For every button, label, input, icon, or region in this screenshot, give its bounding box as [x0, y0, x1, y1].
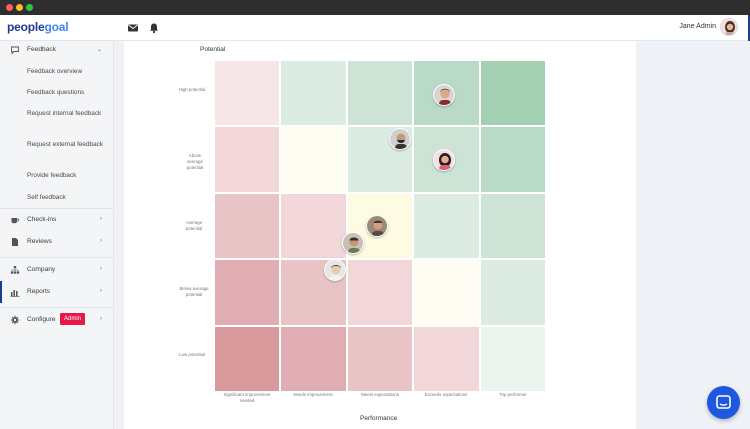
- employee-avatar[interactable]: [433, 149, 455, 171]
- maximize-window-button[interactable]: [26, 4, 33, 11]
- employee-avatar[interactable]: [342, 232, 364, 254]
- active-indicator: [0, 281, 2, 303]
- chevron-down-icon: ⌄: [96, 47, 102, 53]
- sidebar-item-label: Company: [27, 266, 56, 273]
- chevron-right-icon: ›: [100, 238, 102, 244]
- grid-cell[interactable]: [214, 259, 281, 326]
- grid-cell[interactable]: [280, 325, 347, 392]
- sidebar-item-reviews[interactable]: Reviews ›: [0, 233, 114, 251]
- employee-avatar[interactable]: [366, 215, 388, 237]
- grid-cell[interactable]: [280, 60, 347, 127]
- minimize-window-button[interactable]: [16, 4, 23, 11]
- grid-cell[interactable]: [479, 192, 546, 260]
- grid-cell[interactable]: [214, 60, 281, 127]
- user-name[interactable]: Jane Admin: [679, 23, 716, 30]
- grid-cell[interactable]: [413, 325, 480, 392]
- sidebar-item-feedback[interactable]: Feedback ⌄: [0, 41, 114, 59]
- grid-cell[interactable]: [346, 60, 414, 127]
- x-axis-title: Performance: [360, 415, 398, 422]
- grid-cell[interactable]: [479, 259, 546, 326]
- grid-cell[interactable]: [413, 192, 480, 260]
- sidebar-divider: [0, 307, 114, 308]
- grid-cell[interactable]: [413, 259, 480, 326]
- grid-cell[interactable]: [479, 60, 546, 127]
- employee-avatar[interactable]: [433, 84, 455, 106]
- sidebar-item-check-ins[interactable]: Check-ins ›: [0, 211, 114, 229]
- x-tick-label: Needs improvement: [293, 392, 333, 397]
- sidebar-item-company[interactable]: Company ›: [0, 261, 114, 279]
- grid-cell[interactable]: [346, 325, 414, 392]
- sidebar-subitem-self-feedback[interactable]: Self feedback: [27, 194, 66, 201]
- speech-bubble-icon: [11, 46, 19, 55]
- chat-launcher-button[interactable]: [707, 386, 740, 419]
- employee-avatar[interactable]: [324, 259, 346, 281]
- chevron-right-icon: ›: [100, 288, 102, 294]
- x-tick-label: Meets expectations: [361, 392, 399, 397]
- sidebar-item-label: Feedback: [27, 46, 56, 53]
- grid-cell[interactable]: [214, 192, 281, 260]
- close-window-button[interactable]: [6, 4, 13, 11]
- sidebar-item-reports[interactable]: Reports ›: [0, 283, 114, 301]
- chevron-right-icon: ›: [100, 266, 102, 272]
- gear-icon: [10, 315, 20, 325]
- sidebar-subitem-feedback-overview[interactable]: Feedback overview: [27, 68, 83, 75]
- y-tick-label: Low potential: [179, 352, 205, 357]
- bar-chart-icon: [10, 290, 20, 297]
- grid-cell[interactable]: [214, 325, 281, 392]
- top-bar: peoplegoal Jane Admin: [0, 15, 750, 41]
- window-titlebar: [0, 0, 750, 15]
- sidebar-item-label: Reports: [27, 288, 51, 295]
- y-tick-label: Above average potential: [186, 153, 204, 170]
- nine-box-grid: [214, 60, 546, 392]
- grid-cell[interactable]: [280, 126, 347, 193]
- peoplegoal-logo[interactable]: peoplegoal: [7, 20, 69, 34]
- y-tick-label: High potential: [178, 87, 206, 92]
- grid-cell[interactable]: [280, 192, 347, 260]
- grid-cell[interactable]: [214, 126, 281, 193]
- y-tick-label: Below average potential: [179, 286, 209, 297]
- chevron-right-icon: ›: [100, 216, 102, 222]
- grid-cell[interactable]: [346, 259, 414, 326]
- sidebar-divider: [0, 257, 114, 258]
- sidebar: Feedback ⌄ Feedback overview Feedback qu…: [0, 41, 114, 429]
- sidebar-subitem-request-internal[interactable]: Request internal feedback: [27, 110, 102, 117]
- coffee-cup-icon: [11, 218, 20, 224]
- sidebar-subitem-feedback-questions[interactable]: Feedback questions: [27, 89, 85, 96]
- org-chart-icon: [10, 266, 20, 274]
- sidebar-divider: [0, 208, 114, 209]
- chat-icon: [716, 395, 731, 409]
- sidebar-subitem-request-external[interactable]: Request external feedback: [27, 141, 104, 148]
- sidebar-item-label: Check-ins: [27, 216, 57, 223]
- x-tick-label: Exceeds expectations: [424, 392, 468, 397]
- sidebar-item-label: Configure: [27, 316, 56, 323]
- employee-avatar[interactable]: [389, 128, 411, 150]
- user-avatar[interactable]: [720, 18, 738, 36]
- grid-cell[interactable]: [479, 126, 546, 193]
- sidebar-subitem-provide-feedback[interactable]: Provide feedback: [27, 172, 77, 179]
- sidebar-item-configure[interactable]: Configure Admin ›: [0, 311, 114, 329]
- x-tick-label: Significant improvement needed: [223, 392, 271, 403]
- sidebar-item-label: Reviews: [27, 238, 52, 245]
- bell-icon[interactable]: [148, 22, 160, 34]
- mail-icon[interactable]: [127, 22, 139, 34]
- x-tick-label: Top performer: [499, 392, 527, 397]
- admin-badge: Admin: [60, 313, 86, 325]
- document-icon: [12, 238, 18, 246]
- y-tick-label: Average potential: [185, 220, 203, 231]
- top-accent-bar: [748, 15, 750, 41]
- chevron-right-icon: ›: [100, 316, 102, 322]
- grid-cell[interactable]: [479, 325, 546, 392]
- right-panel: [636, 41, 750, 429]
- y-axis-title: Potential: [200, 46, 226, 53]
